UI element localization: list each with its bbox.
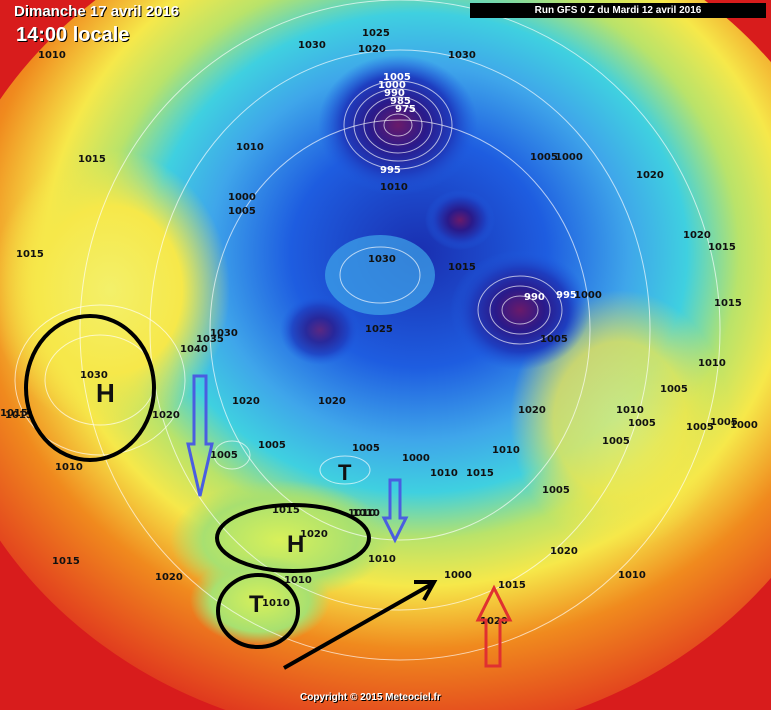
iso-label: 1010: [616, 405, 644, 416]
iso-label: 1020: [155, 572, 183, 583]
iso-label: 1010: [368, 554, 396, 565]
iso-label: 1015: [498, 580, 526, 591]
iso-label: 1010: [55, 462, 83, 473]
low-core-arctic: [425, 190, 495, 250]
iso-label: 1010: [348, 508, 376, 519]
iso-label: 990: [524, 292, 545, 303]
iso-label: 995: [380, 165, 401, 176]
high-atlantic-letter: H: [287, 531, 304, 558]
iso-label: 1020: [318, 396, 346, 407]
iso-label: 1020: [152, 410, 180, 421]
iso-label: 1005: [628, 418, 656, 429]
iso-label: 1005: [540, 334, 568, 345]
iso-label: 1005: [352, 443, 380, 454]
na-high-zone: [0, 150, 230, 430]
iso-label: 1030: [448, 50, 476, 61]
iso-label: 990: [384, 88, 405, 99]
time-title: 14:00 locale: [16, 24, 130, 46]
high-na-circle: [24, 314, 156, 462]
iso-label: 1005: [542, 485, 570, 496]
iso-label: 1015: [52, 556, 80, 567]
low-core-siberia: [450, 250, 590, 370]
iso-label: 1005: [660, 384, 688, 395]
annotations: H H 1020 T 1010 T: [24, 314, 513, 670]
iso-label: 1000: [228, 192, 256, 203]
low-core-north: [318, 55, 478, 195]
iso-label: 1010: [430, 468, 458, 479]
date-title: Dimanche 17 avril 2016: [14, 3, 180, 20]
iso-label: 1005: [602, 436, 630, 447]
iso-label: 1020: [232, 396, 260, 407]
iso-label: 1030: [80, 370, 108, 381]
iso-label: 1015: [5, 410, 33, 421]
iso-label: 1025: [362, 28, 390, 39]
iso-label: 1010: [380, 182, 408, 193]
iso-label: 1020: [480, 616, 508, 627]
low-atlantic-circle: [216, 573, 300, 649]
iso-label: 1010: [698, 358, 726, 369]
iso-label: 1015: [78, 154, 106, 165]
red-arrow-north: [475, 584, 513, 668]
iso-label: 985: [390, 96, 411, 107]
iso-label: 1000: [402, 453, 430, 464]
iso-label: 1000: [444, 570, 472, 581]
iso-label: 1000: [378, 80, 406, 91]
iso-label: 1010: [38, 50, 66, 61]
iso-label: 1025: [365, 324, 393, 335]
iso-label: 1015: [16, 249, 44, 260]
high-na-letter: H: [96, 378, 115, 408]
iso-label: 1020: [358, 44, 386, 55]
iso-label: 1020: [550, 546, 578, 557]
iso-label: 1010: [236, 142, 264, 153]
run-banner: Run GFS 0 Z du Mardi 12 avril 2016: [470, 3, 766, 18]
iso-label: 1005: [710, 417, 738, 428]
iso-label: 1010: [492, 445, 520, 456]
low-atlantic-letter: T: [249, 591, 264, 618]
iso-label: 1000: [574, 290, 602, 301]
iso-label: 995: [556, 290, 577, 301]
low-core-greenland: [280, 295, 360, 365]
blue-arrow-east: [381, 478, 409, 544]
iso-label: 1015: [272, 505, 300, 516]
iso-label: 975: [395, 104, 416, 115]
iso-label: 1020: [683, 230, 711, 241]
iso-label: 1015: [714, 298, 742, 309]
iso-label: 1030: [298, 40, 326, 51]
blue-arrow-west: [186, 374, 214, 497]
iso-label: 1015: [448, 262, 476, 273]
iso-label: 1035: [196, 334, 224, 345]
iso-label: 1005: [258, 440, 286, 451]
low-atlantic-value: 1010: [262, 598, 290, 609]
iso-label: 1005: [210, 450, 238, 461]
iso-label: 1010: [284, 575, 312, 586]
iso-label: 1005: [530, 152, 558, 163]
iso-label: 1015: [0, 408, 28, 419]
iso-label: 1010: [618, 570, 646, 581]
low-north-letter: T: [338, 460, 352, 485]
iso-label: 1000: [730, 420, 758, 431]
iso-label: 1040: [180, 344, 208, 355]
iso-label: 1020: [636, 170, 664, 181]
high-atlantic-value: 1020: [300, 529, 328, 540]
isobar-labels: 1010 1030 1025 1020 1030 1005 1000 990 9…: [0, 28, 758, 627]
iso-label: 1030: [210, 328, 238, 339]
iso-label: 1010: [352, 508, 380, 519]
iso-label: 1000: [555, 152, 583, 163]
copyright-notice: Copyright © 2015 Meteociel.fr: [300, 692, 441, 703]
iso-label: 1020: [518, 405, 546, 416]
iso-label: 1015: [466, 468, 494, 479]
iso-label: 1015: [708, 242, 736, 253]
iso-label: 1030: [368, 254, 396, 265]
high-atlantic-circle: [215, 503, 371, 573]
black-arrow-southwest: [283, 580, 438, 670]
iso-label: 1005: [383, 72, 411, 83]
iso-label: 1005: [228, 206, 256, 217]
iso-label: 1005: [686, 422, 714, 433]
